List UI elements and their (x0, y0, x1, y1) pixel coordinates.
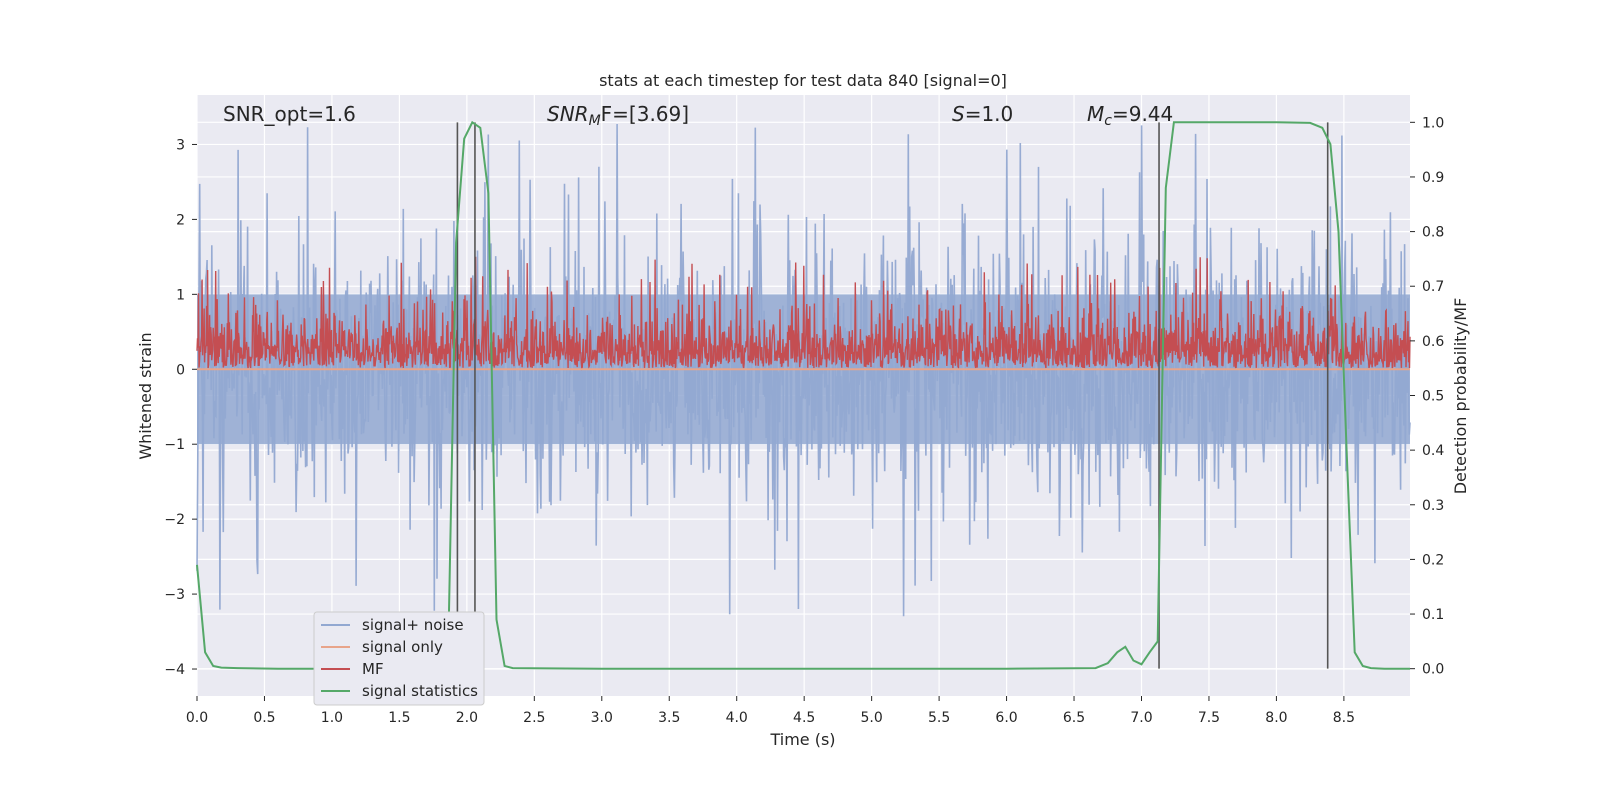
x-tick-label: 4.5 (793, 710, 815, 726)
mf-series (196, 256, 1411, 371)
mf-line (196, 256, 1411, 371)
x-tick-label: 8.5 (1333, 710, 1355, 726)
annotation-s: S=1.0 (952, 102, 1013, 126)
x-tick-label: 2.0 (456, 710, 478, 726)
y-right-tick-label: 0.0 (1422, 662, 1444, 678)
chart-title: stats at each timestep for test data 840… (599, 71, 1007, 90)
annotation-snr-opt: SNR_opt=1.6 (223, 102, 356, 126)
y-right-tick-label: 0.3 (1422, 498, 1444, 514)
legend-label-signal-statistics: signal statistics (362, 682, 478, 700)
y-left-tick-label: 0 (176, 362, 185, 378)
legend-label-signal-only: signal only (362, 638, 443, 656)
x-tick-label: 6.5 (1063, 710, 1085, 726)
x-tick-label: 1.5 (388, 710, 410, 726)
y-right-tick-label: 0.4 (1422, 443, 1444, 459)
y-left-tick-label: 1 (176, 287, 185, 303)
y-right-tick-label: 0.9 (1422, 170, 1444, 186)
x-axis-label: Time (s) (769, 730, 835, 749)
y-right-tick-label: 0.7 (1422, 279, 1444, 295)
x-tick-label: 6.0 (995, 710, 1017, 726)
x-tick-label: 7.5 (1198, 710, 1220, 726)
x-tick-label: 0.0 (186, 710, 208, 726)
legend-label-noise: signal+ noise (362, 616, 464, 634)
y-right-tick-label: 0.2 (1422, 552, 1444, 568)
annotation-mc: Mc=9.44 (1087, 102, 1173, 129)
x-tick-label: 0.5 (253, 710, 275, 726)
legend-label-mf: MF (362, 660, 384, 678)
annotation-snr-mf: SNRMF=[3.69] (547, 102, 689, 129)
x-tick-label: 2.5 (523, 710, 545, 726)
x-axis: 0.0 0.5 1.0 1.5 2.0 2.5 3.0 3.5 4.0 4.5 5.0 5.5 6.0 6… (186, 696, 1355, 726)
y-left-tick-label: −3 (164, 587, 185, 603)
legend-box (313, 611, 485, 706)
y-right-tick-label: 0.1 (1422, 607, 1444, 623)
x-tick-label: 3.0 (591, 710, 613, 726)
y-left-tick-label: −1 (164, 437, 185, 453)
y-right-tick-label: 0.8 (1422, 225, 1444, 241)
y-left-tick-label: −2 (164, 512, 185, 528)
x-tick-label: 1.0 (321, 710, 343, 726)
x-tick-label: 7.0 (1130, 710, 1152, 726)
x-tick-label: 4.0 (726, 710, 748, 726)
x-tick-label: 5.5 (928, 710, 950, 726)
x-tick-label: 3.5 (658, 710, 680, 726)
legend: signal+ noise signal only MF signal stat… (313, 611, 485, 706)
y-axis-right: 0.0 0.1 0.2 0.3 0.4 0.5 0.6 0.7 0.8 0.9 1.0 (1410, 115, 1444, 678)
y-right-tick-label: 0.5 (1422, 389, 1444, 405)
y-left-tick-label: 2 (176, 212, 185, 228)
y-axis-left: −4 −3 −2 −1 0 1 2 3 (164, 137, 197, 678)
y-right-tick-label: 1.0 (1422, 115, 1444, 131)
x-tick-label: 8.0 (1265, 710, 1287, 726)
y-left-tick-label: 3 (176, 137, 185, 153)
x-tick-label: 5.0 (861, 710, 883, 726)
y-axis-left-label: Whitened strain (136, 332, 155, 459)
y-axis-right-label: Detection probability/MF (1451, 298, 1470, 495)
y-left-tick-label: −4 (164, 662, 185, 678)
y-right-tick-label: 0.6 (1422, 334, 1444, 350)
